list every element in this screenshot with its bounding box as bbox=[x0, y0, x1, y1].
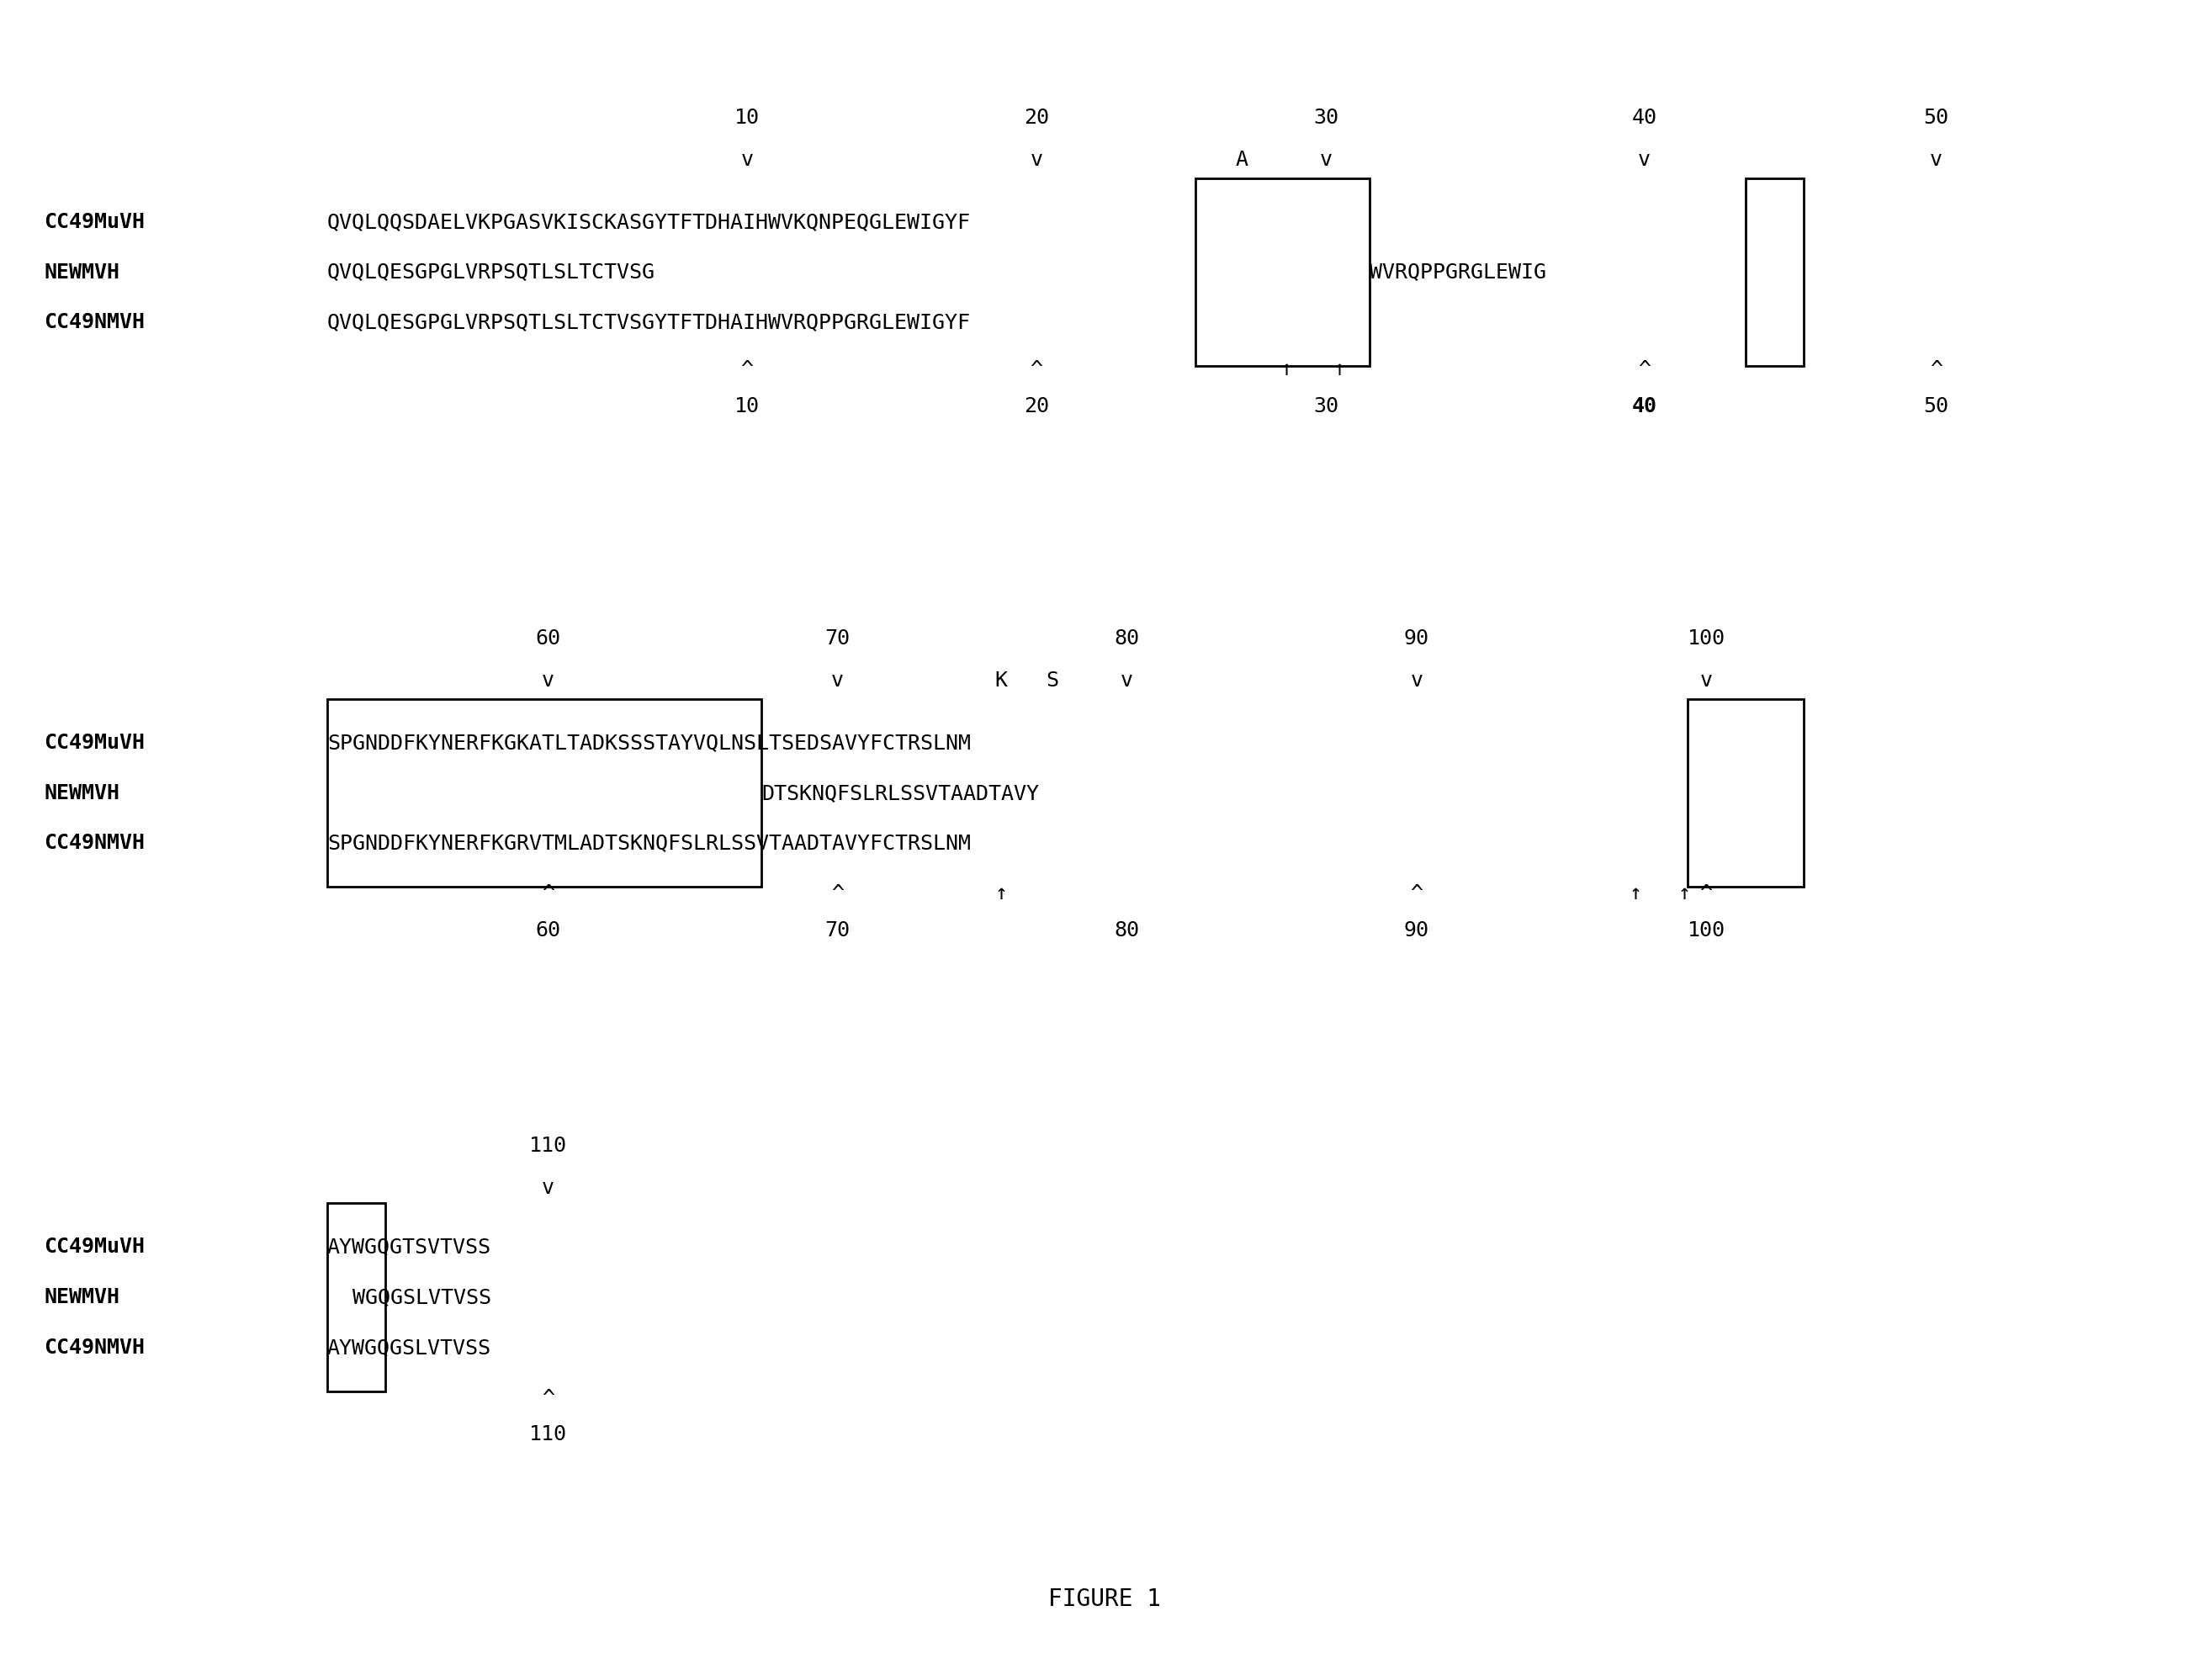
Text: CC49MuVH: CC49MuVH bbox=[44, 1236, 146, 1257]
Text: 10: 10 bbox=[734, 396, 760, 417]
Bar bbox=[1746, 178, 1803, 366]
Text: K: K bbox=[995, 670, 1008, 690]
Text: 100: 100 bbox=[1686, 628, 1726, 648]
Text: 50: 50 bbox=[1923, 396, 1949, 417]
Bar bbox=[1688, 699, 1803, 887]
Text: CC49MuVH: CC49MuVH bbox=[44, 212, 146, 232]
Text: 40: 40 bbox=[1631, 396, 1658, 417]
Text: 110: 110 bbox=[528, 1425, 568, 1445]
Text: WVRQPPGRGLEWIG: WVRQPPGRGLEWIG bbox=[1370, 262, 1547, 282]
Text: NEWMVH: NEWMVH bbox=[44, 1287, 119, 1307]
Text: QVQLQESGPGLVRPSQTLSLTCTVSGYTFTDHAIHWVRQPPGRGLEWIGYF: QVQLQESGPGLVRPSQTLSLTCTVSGYTFTDHAIHWVRQP… bbox=[327, 312, 970, 333]
Text: 100: 100 bbox=[1686, 921, 1726, 941]
Text: 90: 90 bbox=[1403, 628, 1430, 648]
Text: 80: 80 bbox=[1114, 628, 1140, 648]
Text: 40: 40 bbox=[1631, 108, 1658, 128]
Text: v: v bbox=[1638, 150, 1651, 170]
Text: ^: ^ bbox=[1638, 360, 1651, 380]
Text: ^: ^ bbox=[541, 1388, 555, 1408]
Text: 30: 30 bbox=[1313, 108, 1339, 128]
Text: ^: ^ bbox=[541, 884, 555, 904]
Text: 20: 20 bbox=[1023, 396, 1050, 417]
Text: 60: 60 bbox=[535, 921, 561, 941]
Text: CC49MuVH: CC49MuVH bbox=[44, 732, 146, 753]
Text: v: v bbox=[1929, 150, 1943, 170]
Text: 20: 20 bbox=[1023, 108, 1050, 128]
Text: v: v bbox=[541, 1178, 555, 1198]
Bar bbox=[327, 699, 760, 887]
Text: CC49NMVH: CC49NMVH bbox=[44, 833, 146, 853]
Text: v: v bbox=[1030, 150, 1043, 170]
Text: ↑: ↑ bbox=[1333, 360, 1346, 380]
Text: ↑: ↑ bbox=[1280, 360, 1293, 380]
Text: ^: ^ bbox=[1030, 360, 1043, 380]
Text: ↑: ↑ bbox=[1629, 884, 1642, 904]
Text: AYWGQGTSVTVSS: AYWGQGTSVTVSS bbox=[327, 1236, 491, 1257]
Text: QVQLQESGPGLVRPSQTLSLTCTVSG: QVQLQESGPGLVRPSQTLSLTCTVSG bbox=[327, 262, 654, 282]
Text: v: v bbox=[1120, 670, 1134, 690]
Text: v: v bbox=[541, 670, 555, 690]
Text: S: S bbox=[1045, 670, 1059, 690]
Text: CC49NMVH: CC49NMVH bbox=[44, 1337, 146, 1357]
Text: v: v bbox=[740, 150, 754, 170]
Text: AYWGQGSLVTVSS: AYWGQGSLVTVSS bbox=[327, 1337, 491, 1357]
Text: ^: ^ bbox=[1929, 360, 1943, 380]
Text: ^: ^ bbox=[1699, 884, 1713, 904]
Text: ^: ^ bbox=[1410, 884, 1423, 904]
Text: v: v bbox=[1410, 670, 1423, 690]
Text: 30: 30 bbox=[1313, 396, 1339, 417]
Text: ^: ^ bbox=[831, 884, 844, 904]
Text: NEWMVH: NEWMVH bbox=[44, 262, 119, 282]
Text: 110: 110 bbox=[528, 1136, 568, 1156]
Text: WGQGSLVTVSS: WGQGSLVTVSS bbox=[327, 1287, 491, 1307]
Text: CC49NMVH: CC49NMVH bbox=[44, 312, 146, 333]
Text: SPGNDDFKYNERFKGKATLTADKSSSTAYVQLNSLTSEDSAVYFCTRSLNM: SPGNDDFKYNERFKGKATLTADKSSSTAYVQLNSLTSEDS… bbox=[327, 732, 970, 753]
Text: ↑: ↑ bbox=[995, 884, 1008, 904]
Text: 70: 70 bbox=[824, 628, 851, 648]
Text: v: v bbox=[1319, 150, 1333, 170]
Text: v: v bbox=[831, 670, 844, 690]
Text: ^: ^ bbox=[740, 360, 754, 380]
Text: 10: 10 bbox=[734, 108, 760, 128]
Bar bbox=[327, 1203, 385, 1391]
Text: 70: 70 bbox=[824, 921, 851, 941]
Text: 60: 60 bbox=[535, 628, 561, 648]
Bar bbox=[1196, 178, 1370, 366]
Text: 90: 90 bbox=[1403, 921, 1430, 941]
Text: ↑: ↑ bbox=[1677, 884, 1691, 904]
Text: 80: 80 bbox=[1114, 921, 1140, 941]
Text: QVQLQQSDAELVKPGASVKISCKASGYTFTDHAIHWVKQNPEQGLEWIGYF: QVQLQQSDAELVKPGASVKISCKASGYTFTDHAIHWVKQN… bbox=[327, 212, 970, 232]
Text: FIGURE 1: FIGURE 1 bbox=[1048, 1588, 1162, 1611]
Text: SPGNDDFKYNERFKGRVTMLADTSKNQFSLRLSSVTAADTAVYFCTRSLNM: SPGNDDFKYNERFKGRVTMLADTSKNQFSLRLSSVTAADT… bbox=[327, 833, 970, 853]
Text: v: v bbox=[1699, 670, 1713, 690]
Text: 50: 50 bbox=[1923, 108, 1949, 128]
Text: A: A bbox=[1235, 150, 1249, 170]
Text: DTSKNQFSLRLSSVTAADTAVY: DTSKNQFSLRLSSVTAADTAVY bbox=[760, 783, 1039, 803]
Text: NEWMVH: NEWMVH bbox=[44, 783, 119, 803]
